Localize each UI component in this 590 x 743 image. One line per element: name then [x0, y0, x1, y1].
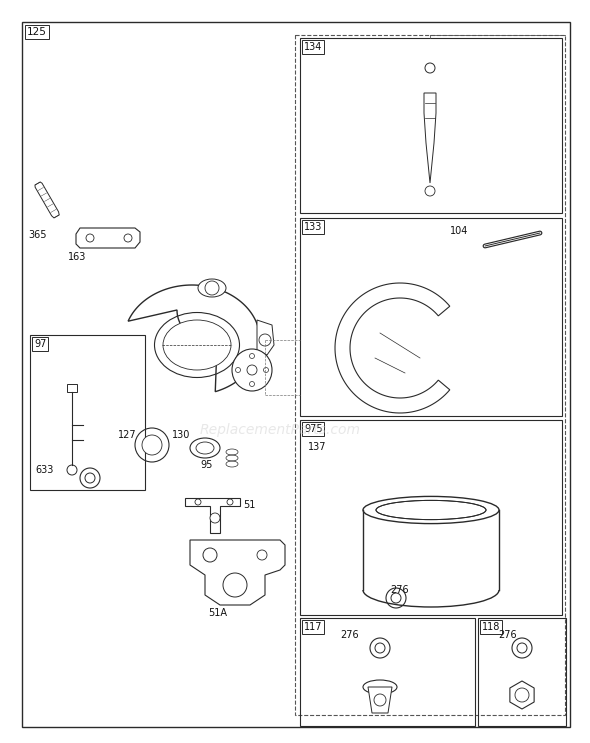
Polygon shape: [424, 93, 436, 183]
Ellipse shape: [198, 279, 226, 297]
Polygon shape: [510, 681, 534, 709]
Circle shape: [142, 435, 162, 455]
Bar: [300, 38, 562, 213]
Text: 137: 137: [308, 442, 326, 452]
Text: 365: 365: [28, 230, 47, 240]
Text: 133: 133: [304, 222, 322, 232]
Circle shape: [124, 234, 132, 242]
Circle shape: [257, 550, 267, 560]
Text: 51: 51: [243, 500, 255, 510]
Circle shape: [195, 499, 201, 505]
Text: 125: 125: [27, 27, 47, 37]
Text: 975: 975: [304, 424, 323, 434]
Circle shape: [223, 573, 247, 597]
Polygon shape: [368, 687, 392, 713]
Text: ReplacementParts.com: ReplacementParts.com: [199, 423, 360, 437]
Text: 95: 95: [200, 460, 212, 470]
Text: 276: 276: [390, 585, 409, 595]
Circle shape: [264, 368, 268, 372]
Text: 51A: 51A: [208, 608, 227, 618]
Polygon shape: [76, 228, 140, 248]
Circle shape: [250, 381, 254, 386]
Circle shape: [227, 499, 233, 505]
Bar: [300, 618, 475, 726]
Text: 127: 127: [118, 430, 137, 440]
Bar: [300, 218, 562, 416]
Text: 97: 97: [34, 339, 47, 349]
Text: 130: 130: [172, 430, 191, 440]
Circle shape: [86, 234, 94, 242]
Polygon shape: [190, 540, 285, 605]
Polygon shape: [128, 285, 260, 392]
Bar: [295, 35, 565, 715]
Circle shape: [210, 513, 220, 523]
Circle shape: [235, 368, 241, 372]
Ellipse shape: [163, 320, 231, 370]
Text: 163: 163: [68, 252, 86, 262]
Text: 134: 134: [304, 42, 322, 52]
Circle shape: [517, 643, 527, 653]
Polygon shape: [335, 283, 450, 413]
Text: 633: 633: [35, 465, 53, 475]
Polygon shape: [185, 498, 240, 533]
Text: 104: 104: [450, 226, 468, 236]
Circle shape: [250, 354, 254, 359]
Polygon shape: [67, 384, 77, 392]
Text: 117: 117: [304, 622, 323, 632]
Polygon shape: [35, 182, 59, 218]
Circle shape: [375, 643, 385, 653]
Circle shape: [85, 473, 95, 483]
Bar: [30, 335, 145, 490]
Text: 118: 118: [482, 622, 500, 632]
Circle shape: [203, 548, 217, 562]
Polygon shape: [257, 320, 274, 355]
Circle shape: [391, 593, 401, 603]
Ellipse shape: [190, 438, 220, 458]
Text: 276: 276: [340, 630, 359, 640]
Ellipse shape: [376, 500, 486, 519]
Bar: [300, 420, 562, 615]
Ellipse shape: [232, 349, 272, 391]
Ellipse shape: [363, 680, 397, 694]
Bar: [478, 618, 566, 726]
Text: 276: 276: [498, 630, 517, 640]
